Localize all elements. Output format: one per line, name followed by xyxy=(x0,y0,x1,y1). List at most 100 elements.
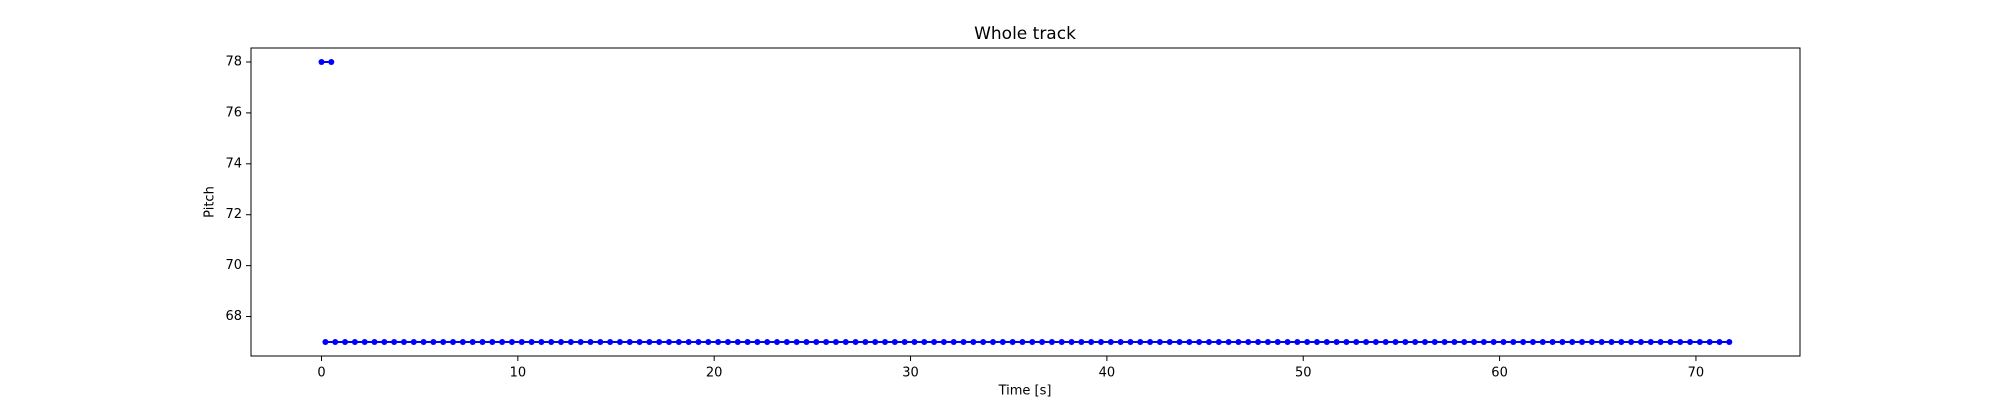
point xyxy=(1313,339,1320,345)
point xyxy=(1667,339,1674,345)
point xyxy=(1677,339,1684,345)
point xyxy=(1706,339,1713,345)
point xyxy=(744,339,751,345)
point xyxy=(1647,339,1654,345)
point xyxy=(1156,339,1163,345)
point xyxy=(459,339,466,345)
point xyxy=(538,339,545,345)
point xyxy=(862,339,869,345)
point xyxy=(1166,339,1173,345)
point xyxy=(813,339,820,345)
point xyxy=(940,339,947,345)
point xyxy=(1235,339,1242,345)
point xyxy=(1579,339,1586,345)
point xyxy=(636,339,643,345)
point xyxy=(1657,339,1664,345)
point xyxy=(1343,339,1350,345)
x-tick-label: 50 xyxy=(1295,366,1312,381)
y-tick-label: 78 xyxy=(225,55,242,70)
point xyxy=(715,339,722,345)
point xyxy=(587,339,594,345)
point xyxy=(1520,339,1527,345)
point xyxy=(469,339,476,345)
point xyxy=(1117,339,1124,345)
point xyxy=(420,339,427,345)
point xyxy=(1009,339,1016,345)
point xyxy=(607,339,614,345)
point xyxy=(842,339,849,345)
y-tick-label: 72 xyxy=(225,207,242,222)
point xyxy=(577,339,584,345)
point xyxy=(1255,339,1262,345)
point xyxy=(1088,339,1095,345)
point xyxy=(901,339,908,345)
x-axis-label: Time [s] xyxy=(998,384,1052,399)
point xyxy=(391,339,398,345)
point xyxy=(626,339,633,345)
point xyxy=(1559,339,1566,345)
point xyxy=(1480,339,1487,345)
point xyxy=(823,339,830,345)
point xyxy=(832,339,839,345)
point xyxy=(999,339,1006,345)
point xyxy=(1412,339,1419,345)
point xyxy=(1245,339,1252,345)
point xyxy=(1097,339,1104,345)
plot-frame xyxy=(250,47,1801,357)
point xyxy=(1628,339,1635,345)
y-tick-label: 76 xyxy=(225,105,242,120)
point xyxy=(852,339,859,345)
point xyxy=(1490,339,1497,345)
point xyxy=(450,339,457,345)
point xyxy=(970,339,977,345)
point xyxy=(911,339,918,345)
point xyxy=(430,339,437,345)
point xyxy=(616,339,623,345)
point xyxy=(1196,339,1203,345)
point xyxy=(1225,339,1232,345)
point xyxy=(1529,339,1536,345)
point xyxy=(318,59,325,65)
chart-title: Whole track xyxy=(974,24,1076,44)
point xyxy=(1431,339,1438,345)
point xyxy=(1127,339,1134,345)
point xyxy=(724,339,731,345)
point xyxy=(646,339,653,345)
point xyxy=(1019,339,1026,345)
point xyxy=(1176,339,1183,345)
point xyxy=(1588,339,1595,345)
y-tick-label: 70 xyxy=(225,258,242,273)
point xyxy=(1078,339,1085,345)
point xyxy=(361,339,368,345)
point xyxy=(1382,339,1389,345)
point xyxy=(675,339,682,345)
point xyxy=(1402,339,1409,345)
point xyxy=(803,339,810,345)
point xyxy=(1549,339,1556,345)
point xyxy=(1471,339,1478,345)
x-tick-label: 30 xyxy=(902,366,919,381)
point xyxy=(567,339,574,345)
point xyxy=(891,339,898,345)
x-tick-label: 10 xyxy=(510,366,527,381)
point xyxy=(342,339,349,345)
point xyxy=(705,339,712,345)
point xyxy=(322,339,329,345)
point xyxy=(1205,339,1212,345)
series-line xyxy=(321,61,1730,343)
point xyxy=(1333,339,1340,345)
point xyxy=(1716,339,1723,345)
point xyxy=(440,339,447,345)
point xyxy=(774,339,781,345)
point xyxy=(1323,339,1330,345)
point xyxy=(400,339,407,345)
point xyxy=(1147,339,1154,345)
point xyxy=(1392,339,1399,345)
point xyxy=(332,339,339,345)
point xyxy=(1608,339,1615,345)
point xyxy=(734,339,741,345)
point xyxy=(1107,339,1114,345)
point xyxy=(479,339,486,345)
y-axis-label: Pitch xyxy=(203,186,218,218)
